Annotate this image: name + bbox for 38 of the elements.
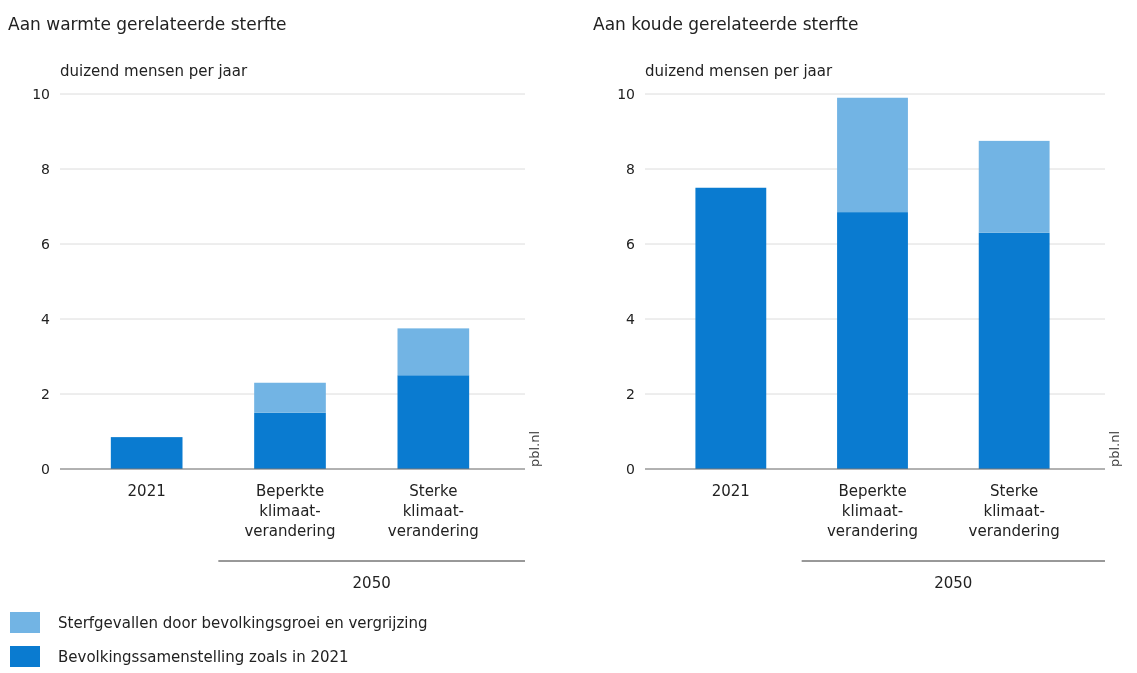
y-tick-label: 10 xyxy=(32,85,50,102)
x-tick-label: Sterke klimaat- verandering xyxy=(968,482,1060,540)
y-axis-title: duizend mensen per jaar xyxy=(645,62,833,80)
y-tick-label: 6 xyxy=(626,235,636,252)
y-tick-label: 4 xyxy=(626,310,636,327)
text: pbl.nl xyxy=(527,430,542,467)
text: pbl.nl xyxy=(1107,430,1122,467)
bar xyxy=(978,232,1050,469)
x-tick-label: 2021 xyxy=(711,482,750,500)
x-tick-label: Beperkte klimaat- verandering xyxy=(826,482,919,540)
y-tick-label: 8 xyxy=(41,160,50,177)
bar xyxy=(110,437,183,469)
y-axis-title: duizend mensen per jaar xyxy=(60,62,248,80)
y-tick-label: 0 xyxy=(41,460,50,477)
y-tick-label: 2 xyxy=(626,385,635,402)
x-tick-label: 2021 xyxy=(127,482,166,500)
chart-title: Aan koude gerelateerde sterfte xyxy=(593,14,859,34)
legend-label: Bevolkingssamenstelling zoals in 2021 xyxy=(58,648,349,667)
y-tick-label: 0 xyxy=(626,460,635,477)
x-tick-label: Sterke klimaat- verandering xyxy=(387,482,479,540)
bar xyxy=(254,412,326,469)
bar xyxy=(695,187,767,469)
bar xyxy=(397,375,470,469)
text: 2050 xyxy=(934,574,973,592)
bar xyxy=(978,140,1050,233)
y-tick-label: 4 xyxy=(41,310,51,327)
y-tick-label: 6 xyxy=(41,235,51,252)
bar xyxy=(254,382,326,413)
bar xyxy=(837,212,908,469)
x-tick-label: Beperkte klimaat- verandering xyxy=(244,482,336,540)
bar xyxy=(837,97,908,213)
bar xyxy=(397,328,470,376)
y-tick-label: 10 xyxy=(617,85,635,102)
y-tick-label: 8 xyxy=(626,160,635,177)
y-tick-label: 2 xyxy=(41,385,50,402)
legend-label: Sterfgevallen door bevolkingsgroei en vergrijzing xyxy=(58,614,428,633)
text: 2050 xyxy=(352,574,391,592)
chart-title: Aan warmte gerelateerde sterfte xyxy=(8,14,287,34)
